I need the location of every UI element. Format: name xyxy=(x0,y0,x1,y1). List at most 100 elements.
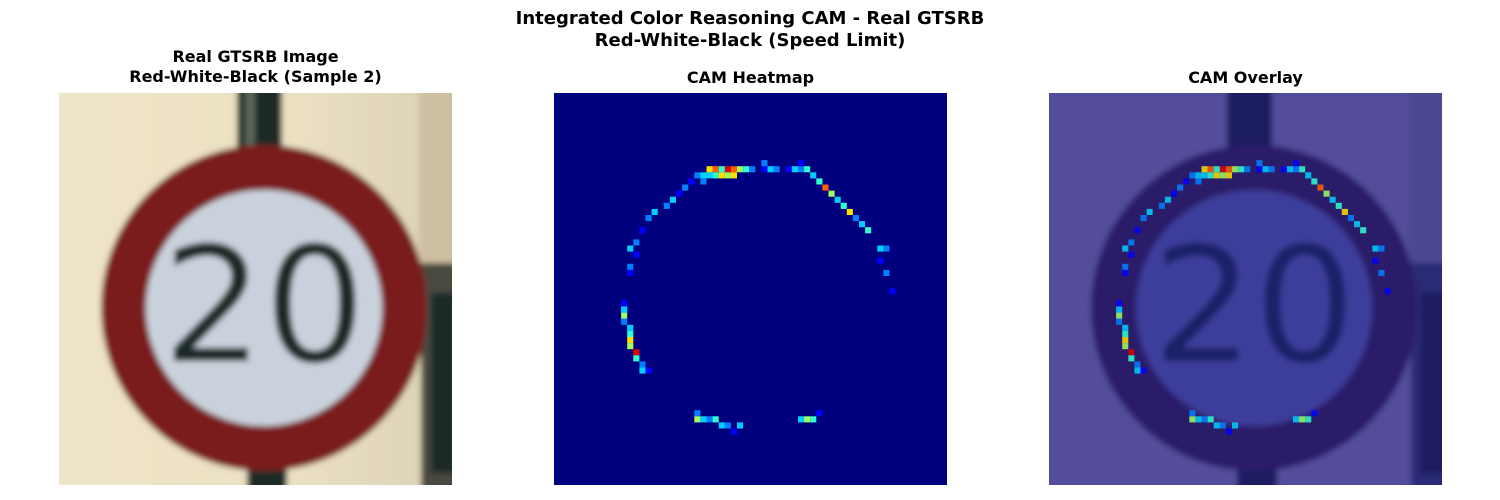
cam-activation-cell xyxy=(877,257,884,264)
speed-limit-sign-image: 20 xyxy=(59,93,452,485)
cam-activation-cell xyxy=(1213,422,1220,429)
cam-activation-cell xyxy=(810,416,817,423)
cam-activation-cell xyxy=(810,172,817,179)
cam-activation-cell xyxy=(1189,416,1196,423)
cam-activation-cell xyxy=(1128,251,1135,258)
figure-title: Integrated Color Reasoning CAM - Real GT… xyxy=(0,8,1500,52)
cam-activation-cell xyxy=(761,166,768,173)
cam-activation-cell xyxy=(1195,416,1202,423)
cam-activation-cell xyxy=(1329,196,1336,203)
cam-activation-cell xyxy=(846,208,853,215)
cam-activation-cell xyxy=(1134,367,1141,374)
cam-activation-cell xyxy=(1183,178,1190,185)
cam-activation-cell xyxy=(700,178,707,185)
cam-activation-cell xyxy=(840,202,847,209)
cam-activation-cell xyxy=(1201,166,1208,173)
cam-activation-cell xyxy=(1213,172,1220,179)
cam-activation-cell xyxy=(804,416,811,423)
cam-activation-cell xyxy=(1122,324,1129,331)
cam-activation-cell xyxy=(1317,184,1324,191)
cam-activation-cell xyxy=(877,245,884,252)
cam-activation-cell xyxy=(1360,227,1367,234)
cam-heatmap-canvas xyxy=(554,93,947,485)
cam-activation-cell xyxy=(1140,215,1147,222)
cam-activation-cell xyxy=(1134,227,1141,234)
cam-activation-cell xyxy=(1207,172,1214,179)
cam-activation-cell xyxy=(798,416,805,423)
cam-activation-cell xyxy=(1213,166,1220,173)
cam-activation-cell xyxy=(1122,263,1129,270)
cam-activation-cell xyxy=(651,208,658,215)
heatmap-title: CAM Heatmap xyxy=(686,68,815,87)
cam-activation-cell xyxy=(1177,184,1184,191)
cam-activation-cell xyxy=(1305,416,1312,423)
cam-activation-cell xyxy=(633,239,640,246)
cam-activation-cell xyxy=(767,166,774,173)
cam-activation-cell xyxy=(1323,190,1330,197)
cam-activation-cell xyxy=(1122,245,1129,252)
cam-activation-cell xyxy=(706,416,713,423)
cam-activation-cell xyxy=(1201,416,1208,423)
cam-activation-cell xyxy=(706,172,713,179)
cam-activation-cell xyxy=(804,166,811,173)
cam-activation-cell xyxy=(730,166,737,173)
cam-activation-cell xyxy=(1293,416,1300,423)
cam-activation-cell xyxy=(816,410,823,417)
real-image-title-line1: Real GTSRB Image xyxy=(172,47,339,66)
cam-activation-cell xyxy=(1207,166,1214,173)
cam-activation-cell xyxy=(1158,202,1165,209)
cam-activation-cell xyxy=(633,349,640,356)
cam-activation-cell xyxy=(773,166,780,173)
cam-activation-cell xyxy=(1384,288,1391,295)
cam-activation-cell xyxy=(1378,269,1385,276)
cam-activation-cell xyxy=(627,324,634,331)
real-gtsrb-image: 20 xyxy=(59,93,452,485)
cam-activation-cell xyxy=(883,269,890,276)
cam-activation-cell xyxy=(718,172,725,179)
cam-activation-cell xyxy=(621,318,628,325)
cam-activation-cell xyxy=(1140,367,1147,374)
cam-activation-cell xyxy=(1299,416,1306,423)
cam-activation-cell xyxy=(1238,166,1245,173)
cam-activation-cell xyxy=(1128,355,1135,362)
cam-activation-cell xyxy=(1219,422,1226,429)
cam-activation-cell xyxy=(1122,269,1129,276)
cam-activation-cell xyxy=(645,367,652,374)
cam-activation-cell xyxy=(627,263,634,270)
cam-activation-cell xyxy=(834,196,841,203)
cam-activation-cell xyxy=(1225,172,1232,179)
cam-activation-cell xyxy=(1299,166,1306,173)
cam-activation-cell xyxy=(859,221,866,228)
cam-activation-cell xyxy=(627,330,634,337)
cam-activation-cell xyxy=(694,410,701,417)
cam-overlay: 20 xyxy=(1049,93,1442,485)
cam-activation-cell xyxy=(1122,343,1129,350)
cam-activation-cell xyxy=(627,245,634,252)
cam-activation-cell xyxy=(682,184,689,191)
cam-activation-cell xyxy=(1225,428,1232,435)
cam-activation-cell xyxy=(627,269,634,276)
cam-activation-cell xyxy=(1164,196,1171,203)
cam-activation-cell xyxy=(633,355,640,362)
cam-activation-cell xyxy=(1311,410,1318,417)
cam-activation-cell xyxy=(621,306,628,313)
cam-activation-cell xyxy=(627,343,634,350)
cam-activation-cell xyxy=(1372,257,1379,264)
cam-activation-cell xyxy=(645,215,652,222)
cam-activation-cell xyxy=(639,367,646,374)
cam-activation-cell xyxy=(1244,166,1251,173)
cam-activation-cell xyxy=(1128,349,1135,356)
cam-activation-cell xyxy=(743,166,750,173)
cam-activation-cell xyxy=(676,190,683,197)
cam-activation-cell xyxy=(1201,172,1208,179)
cam-activation-cell xyxy=(1232,166,1239,173)
cam-activation-cell xyxy=(1207,416,1214,423)
cam-activation-cell xyxy=(1189,410,1196,417)
cam-activation-cell xyxy=(663,202,670,209)
overlay-sign-digits: 20 xyxy=(1152,212,1356,399)
cam-activation-cell xyxy=(761,160,768,167)
cam-activation-cell xyxy=(1286,166,1293,173)
cam-activation-cell xyxy=(639,361,646,368)
cam-activation-cell xyxy=(718,422,725,429)
cam-activation-cell xyxy=(1372,245,1379,252)
